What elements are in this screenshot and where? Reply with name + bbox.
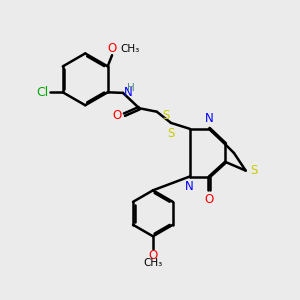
Text: N: N [185,180,194,193]
Text: CH₃: CH₃ [143,258,163,268]
Text: O: O [107,42,117,55]
Text: H: H [127,83,135,94]
Text: S: S [250,164,258,177]
Text: N: N [124,86,133,99]
Text: N: N [205,112,213,125]
Text: S: S [167,127,175,140]
Text: O: O [148,249,158,262]
Text: O: O [204,193,214,206]
Text: S: S [162,109,170,122]
Text: Cl: Cl [37,86,49,99]
Text: CH₃: CH₃ [120,44,140,54]
Text: O: O [113,109,122,122]
